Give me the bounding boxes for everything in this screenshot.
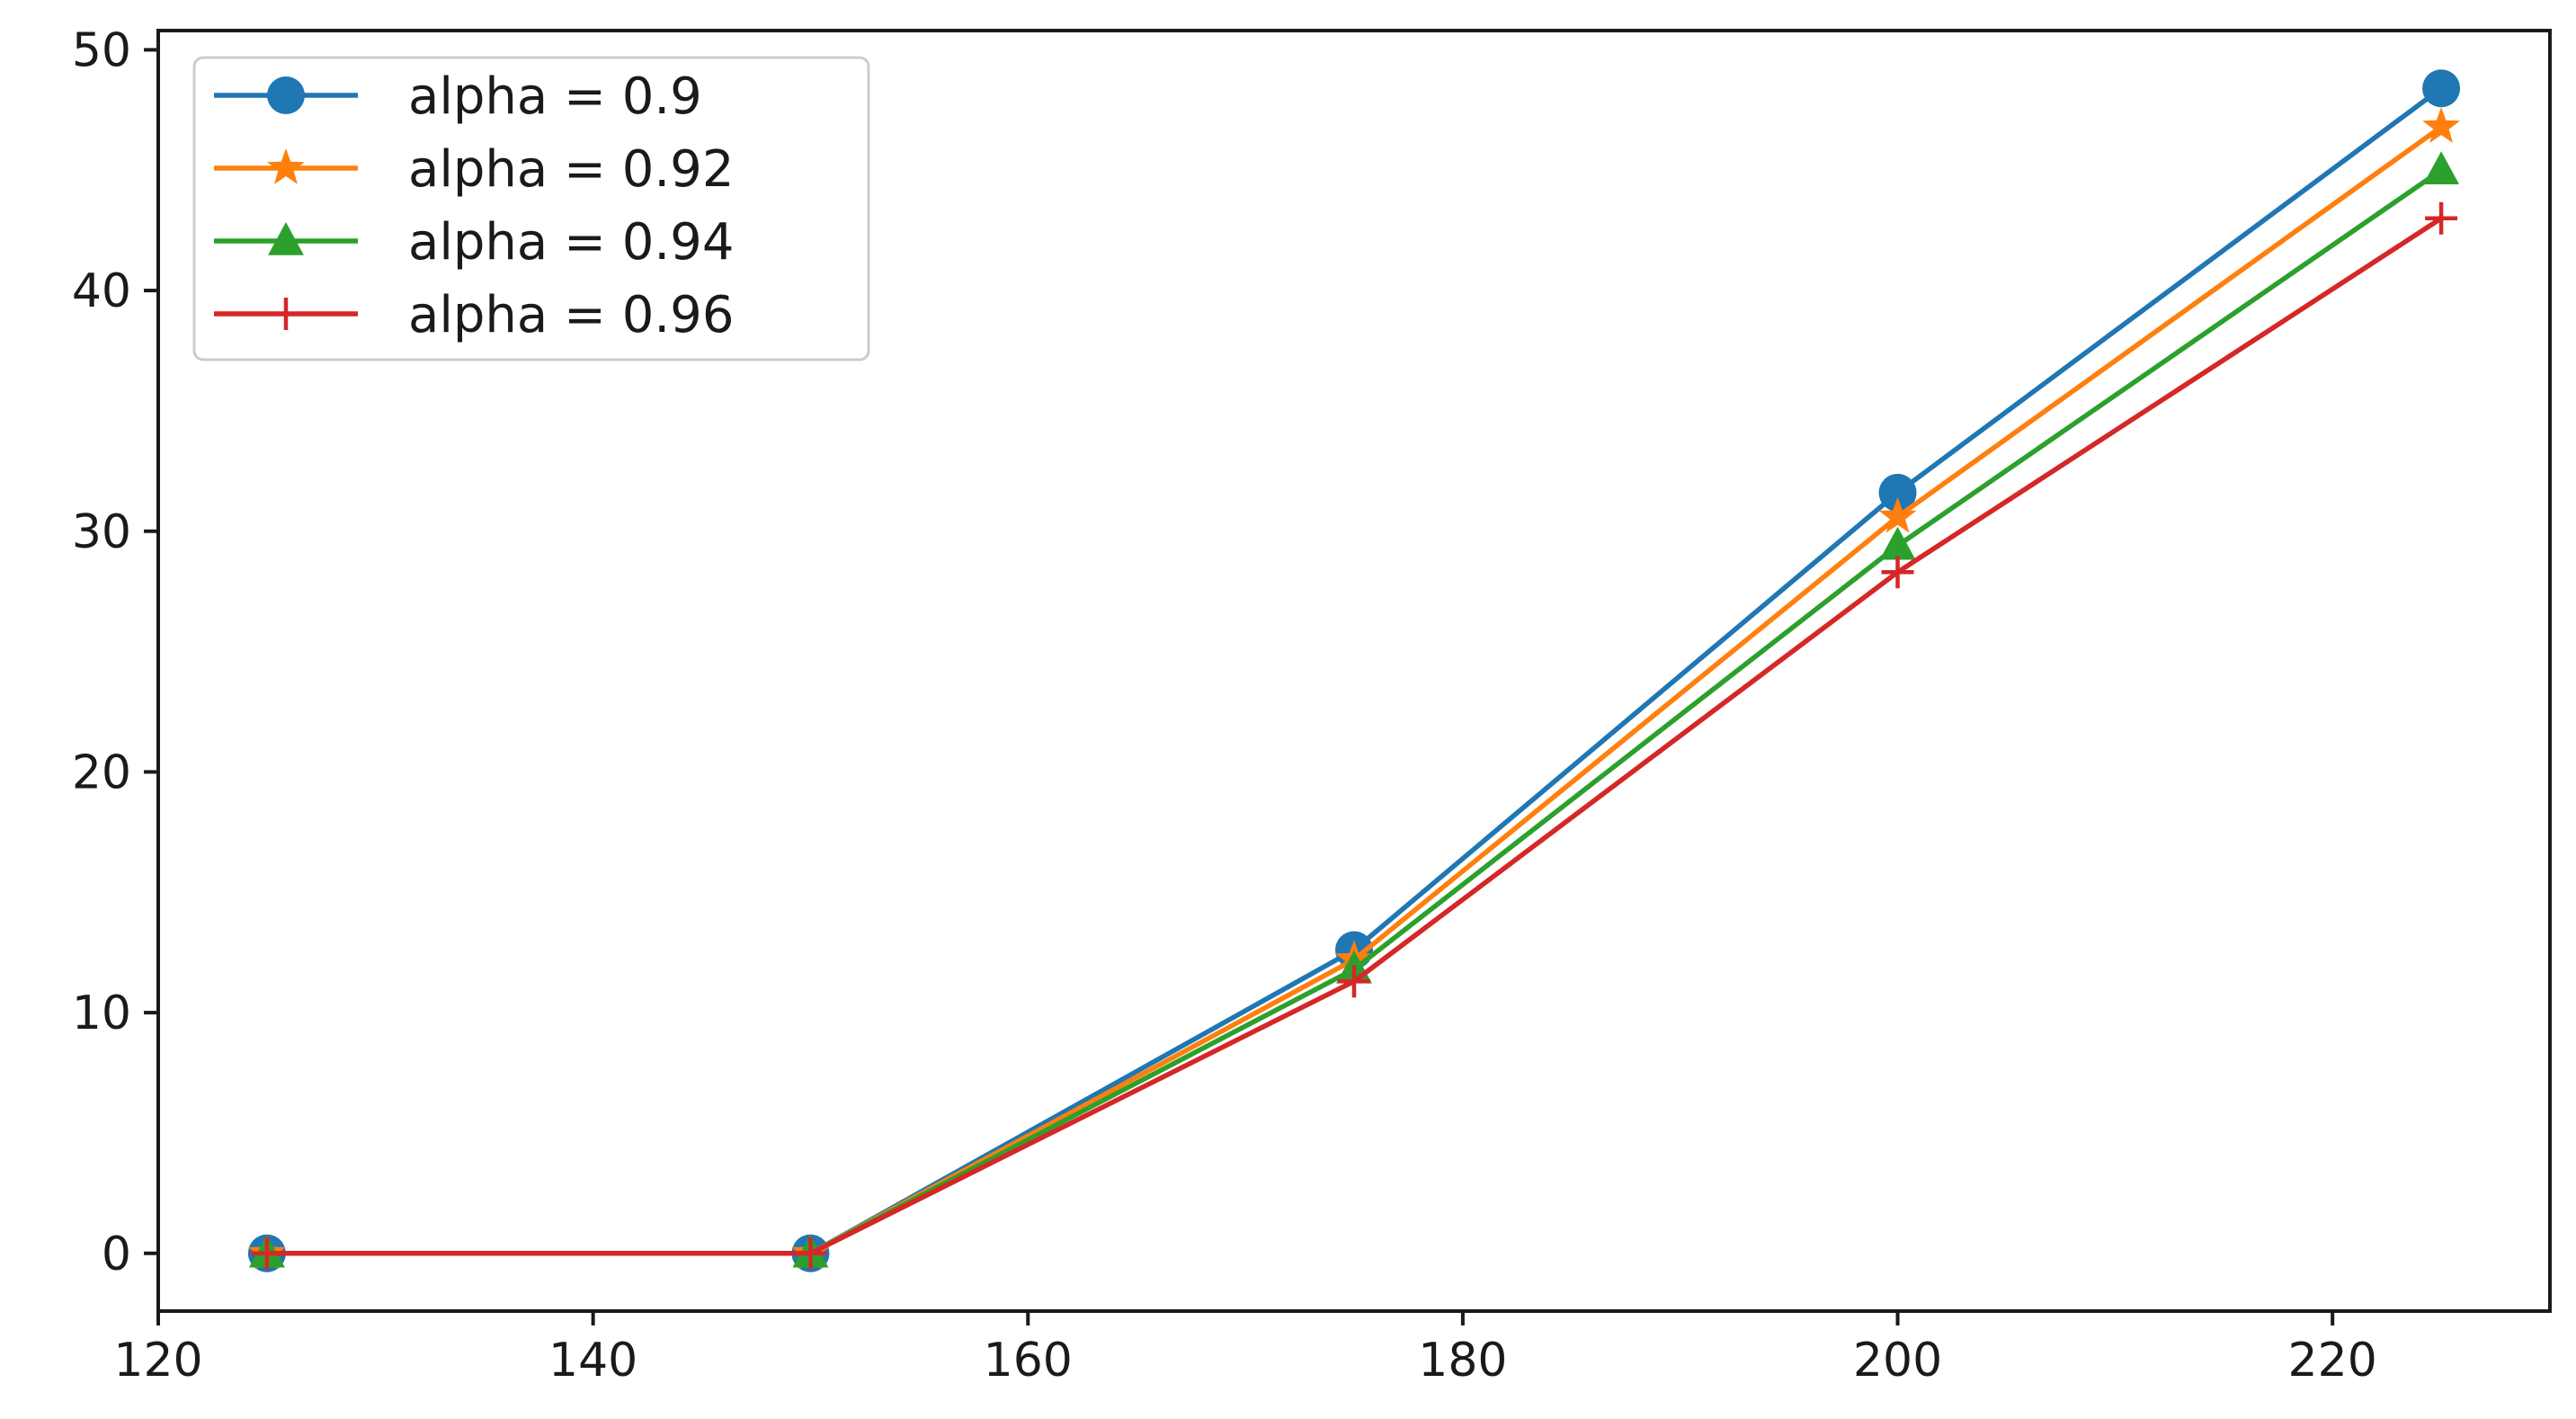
series-2-point-4 [2423,151,2460,184]
legend-marker-2 [268,222,304,255]
x-tick-label-200: 200 [1853,1334,1942,1388]
series-0-point-4 [2422,69,2461,108]
legend: alpha = 0.9 alpha = 0.92 alpha = 0.94 alpha… [192,56,870,361]
legend-label-1: alpha = 0.92 [408,140,734,199]
series-3-point-4 [2425,201,2458,235]
series-1-point-3 [1878,496,1917,533]
y-tick-label-40: 40 [72,264,131,318]
series-3-point-3 [1881,556,1914,589]
legend-label-3: alpha = 0.96 [408,286,734,344]
x-tick-label-120: 120 [113,1334,202,1388]
x-tick-label-220: 220 [2288,1334,2377,1388]
series-layer [247,69,2461,1272]
series-3-point-0 [250,1236,283,1270]
y-tick-label-20: 20 [72,745,131,799]
legend-marker-3 [270,298,302,330]
y-tick-label-50: 50 [72,23,131,77]
legend-entry-1: alpha = 0.92 [214,140,734,199]
series-3 [250,201,2458,1270]
x-tick-label-180: 180 [1418,1334,1507,1388]
axis-layer: 120 140 160 180 200 220 0 10 20 30 40 50 [72,23,2377,1388]
legend-marker-1 [267,148,305,184]
x-tick-label-160: 160 [984,1334,1073,1388]
legend-entry-2: alpha = 0.94 [214,213,734,272]
legend-box [192,56,870,361]
series-1-point-4 [2422,107,2460,143]
legend-label-2: alpha = 0.94 [408,213,734,272]
legend-entry-0: alpha = 0.9 [214,67,702,126]
legend-entry-3: alpha = 0.96 [214,286,734,344]
series-3-point-2 [1338,965,1370,998]
plot-frame [156,29,2552,1313]
y-tick-label-10: 10 [72,986,131,1040]
series-0-point-3 [1878,473,1917,512]
legend-marker-0 [267,76,305,114]
legend-label-0: alpha = 0.9 [408,67,702,126]
series-2-point-3 [1879,526,1916,560]
series-3-point-1 [794,1236,827,1270]
x-tick-label-140: 140 [548,1334,637,1388]
y-tick-label-30: 30 [72,505,131,559]
y-tick-label-0: 0 [102,1227,131,1281]
